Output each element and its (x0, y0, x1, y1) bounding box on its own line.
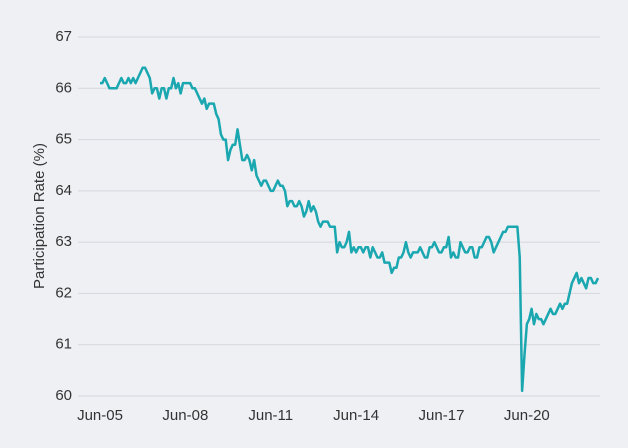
y-axis-label: Participation Rate (%) (31, 143, 48, 289)
y-tick-label: 63 (55, 233, 72, 250)
y-tick-label: 62 (55, 284, 72, 301)
data-line (100, 66, 600, 393)
x-tick-label: Jun-14 (333, 407, 379, 424)
y-tick-label: 65 (55, 131, 72, 148)
y-tick-label: 61 (55, 336, 72, 353)
y-tick-label: 67 (55, 28, 72, 45)
y-tick-label: 64 (55, 182, 72, 199)
y-tick-label: 60 (55, 387, 72, 404)
y-tick-label: 66 (55, 79, 72, 96)
x-tick-label: Jun-08 (162, 407, 208, 424)
x-tick-label: Jun-20 (504, 407, 550, 424)
x-tick-label: Jun-17 (419, 407, 465, 424)
x-tick-label: Jun-05 (77, 407, 123, 424)
x-tick-label: Jun-11 (248, 407, 293, 424)
